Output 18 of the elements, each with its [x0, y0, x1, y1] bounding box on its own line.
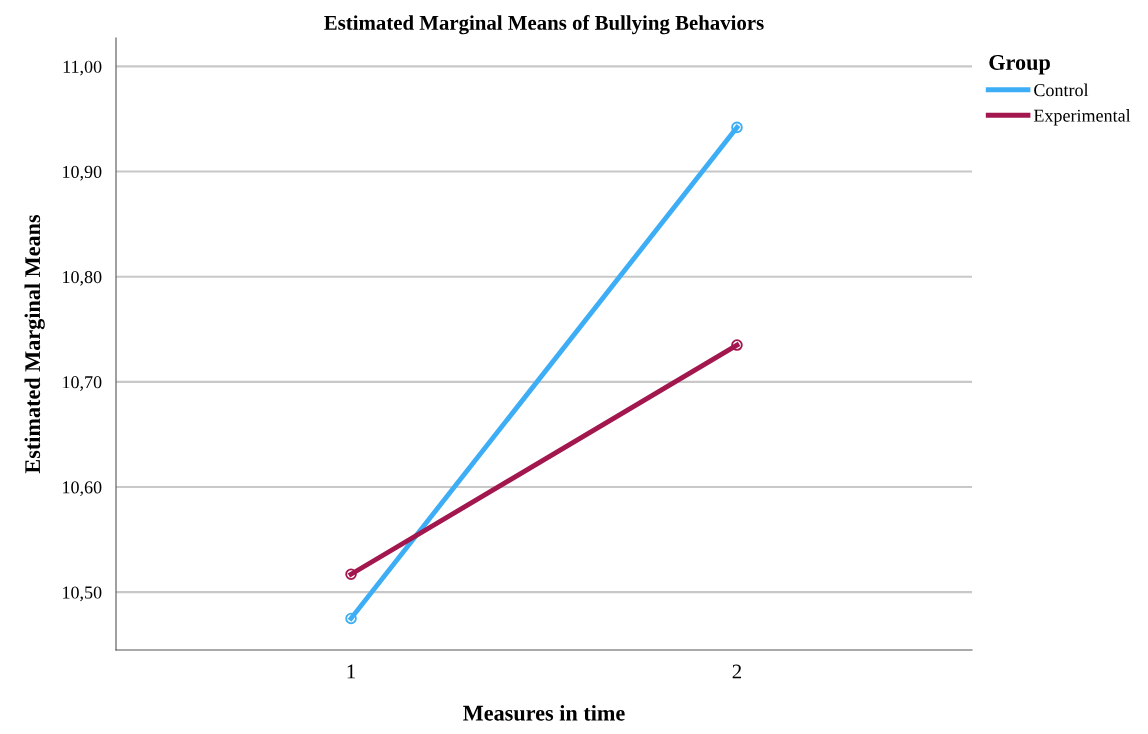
y-tick-label: 10,50: [63, 586, 102, 602]
y-axis-title: Estimated Marginal Means: [24, 214, 45, 474]
legend-label: Control: [1034, 83, 1089, 97]
x-axis-title: Measures in time: [463, 705, 625, 721]
y-tick-label: 10,90: [63, 165, 102, 181]
legend-label: Experimental: [1033, 109, 1131, 126]
y-tick-label: 11,00: [63, 60, 102, 76]
y-tick-label: 10,80: [63, 270, 102, 286]
legend-title: Group: [989, 54, 1050, 75]
y-tick-label: 10,60: [63, 481, 102, 497]
chart-title: Estimated Marginal Means of Bullying Behaviors: [324, 15, 764, 35]
point: [731, 339, 743, 351]
point: [345, 568, 357, 581]
x-tick-label: 2: [732, 664, 742, 679]
x-tick-label: 1: [347, 664, 355, 679]
point: [731, 121, 743, 134]
point: [345, 612, 357, 625]
y-tick-label: 10,70: [63, 376, 102, 391]
